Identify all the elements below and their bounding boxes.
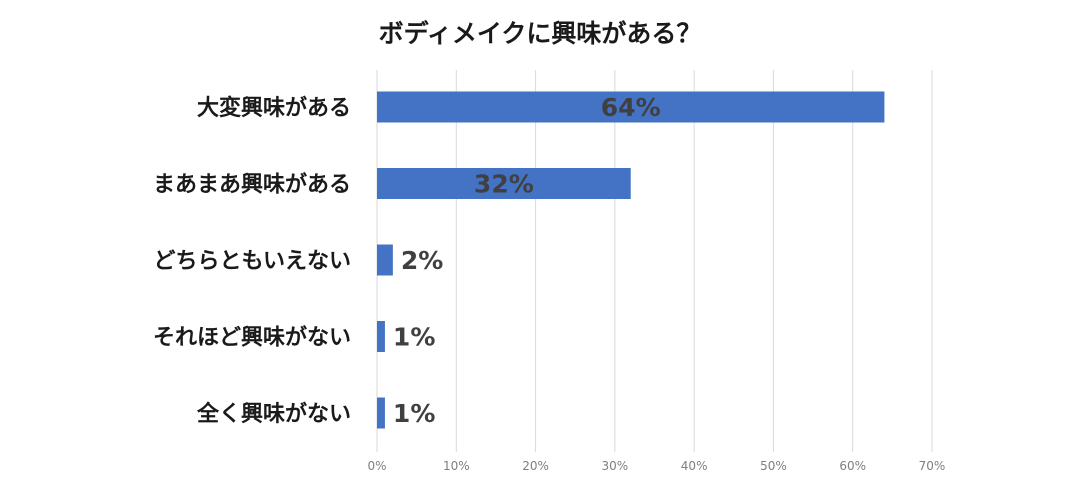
bars xyxy=(377,91,885,429)
category-labels: 大変興味があるまあまあ興味があるどちらともいえないそれほど興味がない全く興味がな… xyxy=(153,95,351,427)
x-tick-label: 70% xyxy=(919,459,946,473)
x-tick-label: 40% xyxy=(681,459,708,473)
bar xyxy=(377,168,631,199)
data-label: 64% xyxy=(601,93,661,122)
x-tick-label: 0% xyxy=(367,459,386,473)
x-tick-labels: 0% 10% 20% 30% 40% 50% 60% 70% xyxy=(367,459,945,473)
x-tick-label: 20% xyxy=(522,459,549,473)
x-tick-label: 50% xyxy=(760,459,787,473)
x-tick-label: 60% xyxy=(839,459,866,473)
data-label: 32% xyxy=(474,170,534,199)
category-label: 大変興味がある xyxy=(197,95,351,121)
x-tick-label: 30% xyxy=(602,459,629,473)
data-label: 1% xyxy=(393,323,435,352)
gridlines xyxy=(376,70,933,452)
bar xyxy=(377,397,385,429)
data-label: 1% xyxy=(393,399,435,428)
category-label: 全く興味がない xyxy=(196,401,351,427)
category-label: それほど興味がない xyxy=(153,325,351,351)
category-label: どちらともいえない xyxy=(153,249,351,274)
bar xyxy=(377,91,885,123)
bar xyxy=(377,321,385,352)
bar xyxy=(377,244,393,276)
category-label: まあまあ興味がある xyxy=(153,172,351,198)
data-label: 2% xyxy=(401,246,443,275)
chart-title: ボディメイクに興味がある？ xyxy=(378,19,702,48)
data-labels: 64% 32% 2% 1% 1% xyxy=(393,93,661,428)
x-tick-label: 10% xyxy=(443,459,470,473)
